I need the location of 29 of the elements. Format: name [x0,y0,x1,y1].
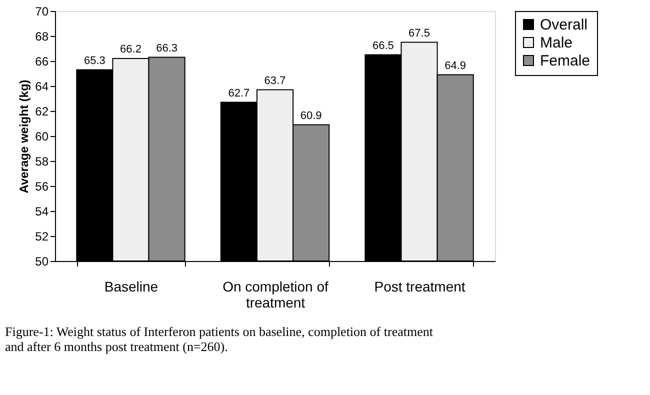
legend-label: Overall [540,16,588,34]
data-label: 63.7 [264,74,286,87]
data-label: 64.9 [444,60,466,72]
data-label: 60.9 [300,110,322,122]
y-tick-label: 60 [35,130,49,144]
y-axis-title: Average weight (kg) [17,80,32,194]
y-tick-label: 52 [35,230,49,244]
x-tick-label: Post treatment [374,278,466,294]
y-tick-label: 64 [35,80,49,94]
x-tick-label: Baseline [104,278,158,294]
data-label: 66.2 [120,44,142,56]
y-tick-label: 58 [35,154,49,168]
text: Figure-1: Weight status of Interferon patients on baseline, completion of treatment [5,324,434,339]
y-tick-label: 62 [35,104,49,118]
data-label: 66.5 [372,40,394,52]
text: and after 6 months post treatment (n=260). [5,339,228,354]
y-tick-label: 66 [35,54,49,68]
y-tick-label: 68 [35,30,49,44]
data-label: 67.5 [408,27,430,40]
y-tick-label: 70 [35,4,49,18]
legend-label: Female [540,52,590,70]
x-tick-label: On completion of treatment [222,278,329,310]
y-tick-label: 56 [35,180,49,194]
data-label: 65.3 [84,54,106,67]
y-tick-label: 50 [35,254,49,268]
data-label: 62.7 [228,87,250,100]
legend-label: Male [540,34,573,52]
y-tick-label: 54 [35,204,49,218]
data-label: 66.3 [156,42,178,54]
